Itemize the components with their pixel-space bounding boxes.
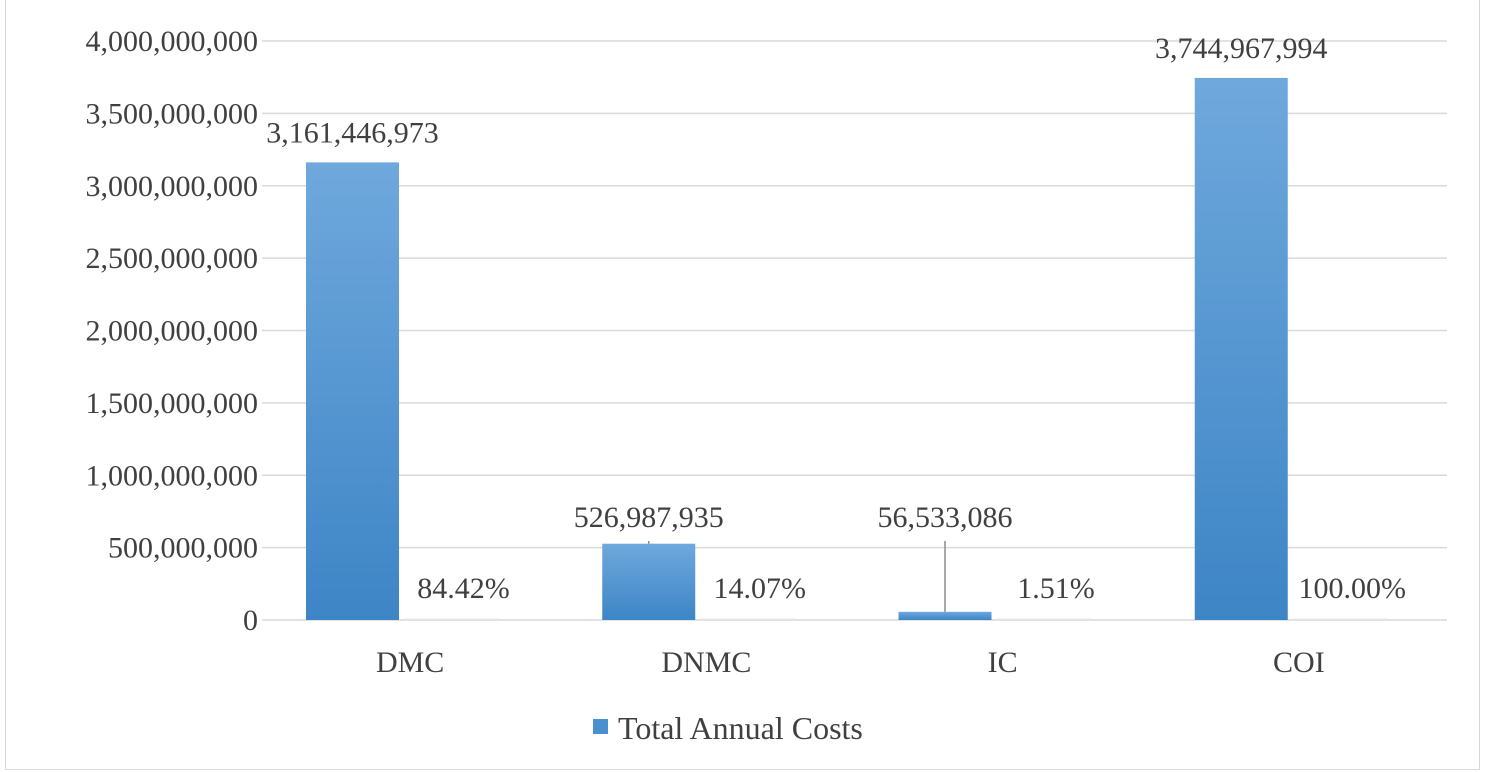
y-tick-label: 500,000,000 xyxy=(108,532,258,565)
bar xyxy=(1293,618,1387,620)
y-tick-label: 2,500,000,000 xyxy=(86,242,259,275)
data-label: 84.42% xyxy=(417,572,510,605)
data-labels: 3,161,446,973 84.42% 526,987,935 14.07% 56,5… xyxy=(266,32,1406,612)
y-tick-label: 3,500,000,000 xyxy=(86,97,259,130)
data-label: 14.07% xyxy=(714,572,807,605)
bars xyxy=(306,77,1387,620)
bar xyxy=(306,162,399,620)
bar xyxy=(405,618,498,620)
y-axis-ticks: 0 500,000,000 1,000,000,000 1,500,000,000 2,… xyxy=(86,25,259,637)
bar xyxy=(997,618,1091,620)
x-axis-categories: DMC DNMC IC COI xyxy=(376,646,1325,679)
x-category-label: COI xyxy=(1273,646,1325,679)
bar xyxy=(701,618,795,620)
x-category-label: DMC xyxy=(376,646,444,679)
data-label: 56,533,086 xyxy=(878,501,1013,534)
bar xyxy=(1194,77,1288,620)
y-tick-label: 1,000,000,000 xyxy=(86,459,259,492)
data-label: 3,161,446,973 xyxy=(266,116,439,149)
bar xyxy=(898,611,992,620)
x-category-label: DNMC xyxy=(661,646,751,679)
x-category-label: IC xyxy=(988,646,1018,679)
data-label: 100.00% xyxy=(1299,572,1407,605)
data-label: 3,744,967,994 xyxy=(1155,32,1328,65)
data-label: 526,987,935 xyxy=(574,501,724,534)
y-tick-label: 3,000,000,000 xyxy=(86,170,259,203)
bar xyxy=(602,543,696,620)
y-tick-label: 1,500,000,000 xyxy=(86,387,259,420)
legend-label: Total Annual Costs xyxy=(618,710,863,746)
data-label: 1.51% xyxy=(1017,572,1095,605)
legend-swatch xyxy=(593,719,608,734)
y-tick-label: 4,000,000,000 xyxy=(86,25,259,58)
legend: Total Annual Costs xyxy=(593,710,863,746)
y-tick-label: 2,000,000,000 xyxy=(86,315,259,348)
y-tick-label: 0 xyxy=(243,604,258,637)
